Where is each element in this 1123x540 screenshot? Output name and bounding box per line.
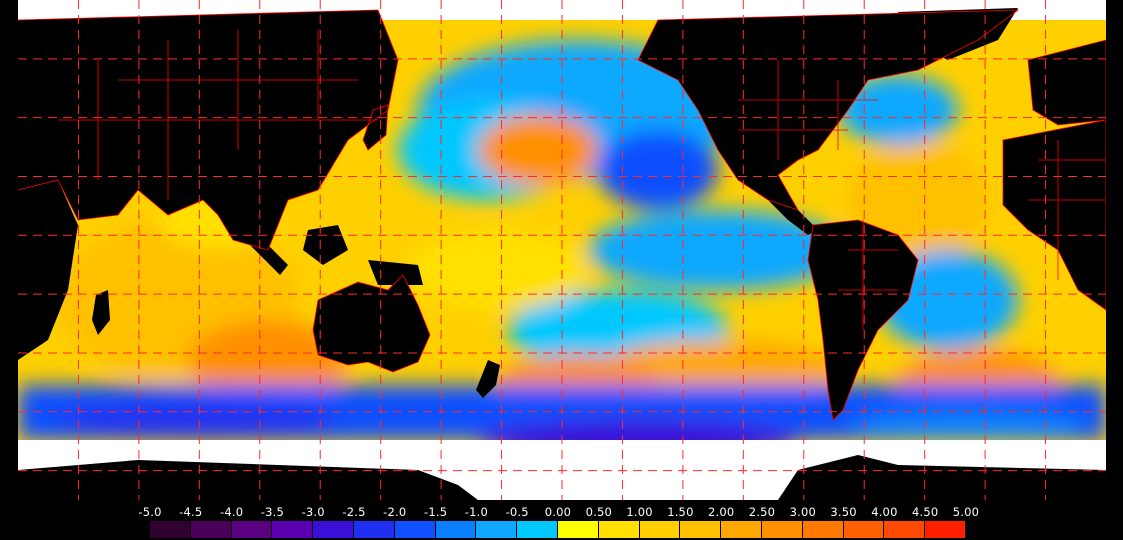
new-zealand-landmass	[476, 360, 500, 398]
north-america-landmass	[638, 10, 1018, 210]
legend-tick-label: -0.5	[505, 505, 529, 519]
legend-tick-label: -1.0	[464, 505, 489, 519]
legend-tick-label: 1.00	[626, 505, 653, 519]
legend-swatch	[190, 521, 231, 538]
legend-tick-label: 4.00	[871, 505, 898, 519]
legend-tick-label: -1.5	[423, 505, 448, 519]
legend-tick-label: -4.5	[179, 505, 203, 519]
africa-east-landmass	[18, 180, 78, 360]
eurasia-landmass	[18, 10, 398, 250]
legend-swatch	[394, 521, 435, 538]
japan-landmass	[363, 105, 388, 150]
legend-tick-label: -5.0	[138, 505, 162, 519]
new-guinea-landmass	[368, 260, 423, 285]
legend-tick-label: 1.50	[667, 505, 694, 519]
legend-swatch	[231, 521, 272, 538]
legend-tick-label: 0.50	[585, 505, 612, 519]
legend-swatch	[354, 521, 394, 538]
sst-anomaly-map	[18, 0, 1106, 500]
legend-swatch	[721, 521, 761, 538]
legend-swatch	[517, 521, 557, 538]
legend-tick-label: 3.00	[789, 505, 816, 519]
legend-tick-label: -2.5	[342, 505, 366, 519]
legend-swatch	[925, 521, 965, 538]
legend-swatch	[680, 521, 721, 538]
legend-swatch	[558, 521, 598, 538]
legend-tick-label: 2.50	[748, 505, 776, 519]
legend-swatch	[435, 521, 476, 538]
madagascar-landmass	[92, 290, 110, 335]
legend-tick-label: 5.00	[952, 505, 980, 519]
legend-swatch	[843, 521, 884, 538]
legend-swatch	[639, 521, 680, 538]
legend-swatch	[313, 521, 353, 538]
legend-tick-label: 3.50	[830, 505, 857, 519]
legend-swatch	[762, 521, 802, 538]
color-scale-legend: -5.0 -4.5 -4.0 -3.5 -3.0 -2.5 -2.0 -1.5 -1.0 -0.5…	[0, 500, 1123, 540]
europe-landmass	[1028, 40, 1106, 125]
legend-swatch	[802, 521, 843, 538]
legend-tick-label: -2.0	[383, 505, 407, 519]
legend-swatch	[150, 521, 190, 538]
map-canvas	[18, 0, 1106, 500]
legend-tick-label: 0.00	[544, 505, 572, 519]
africa-west-landmass	[1003, 120, 1106, 310]
central-america-landmass	[768, 200, 818, 235]
antarctica-landmass-east	[778, 455, 1106, 500]
legend-tick-label: -3.5	[260, 505, 285, 519]
australia-landmass	[313, 275, 430, 372]
legend-swatch	[272, 521, 313, 538]
legend-swatch	[598, 521, 639, 538]
political-borders	[18, 9, 1106, 421]
land-masses	[18, 8, 1106, 500]
greenland-landmass	[898, 8, 1018, 60]
lat-lon-grid	[18, 0, 1106, 500]
legend-swatch	[884, 521, 925, 538]
legend-tick-label: -4.0	[219, 505, 244, 519]
legend-tick-label: -3.0	[301, 505, 325, 519]
antarctica-landmass	[18, 460, 478, 500]
legend-tick-label: 4.50	[911, 505, 939, 519]
legend-tick-label: 2.00	[707, 505, 735, 519]
legend-swatch	[476, 521, 517, 538]
